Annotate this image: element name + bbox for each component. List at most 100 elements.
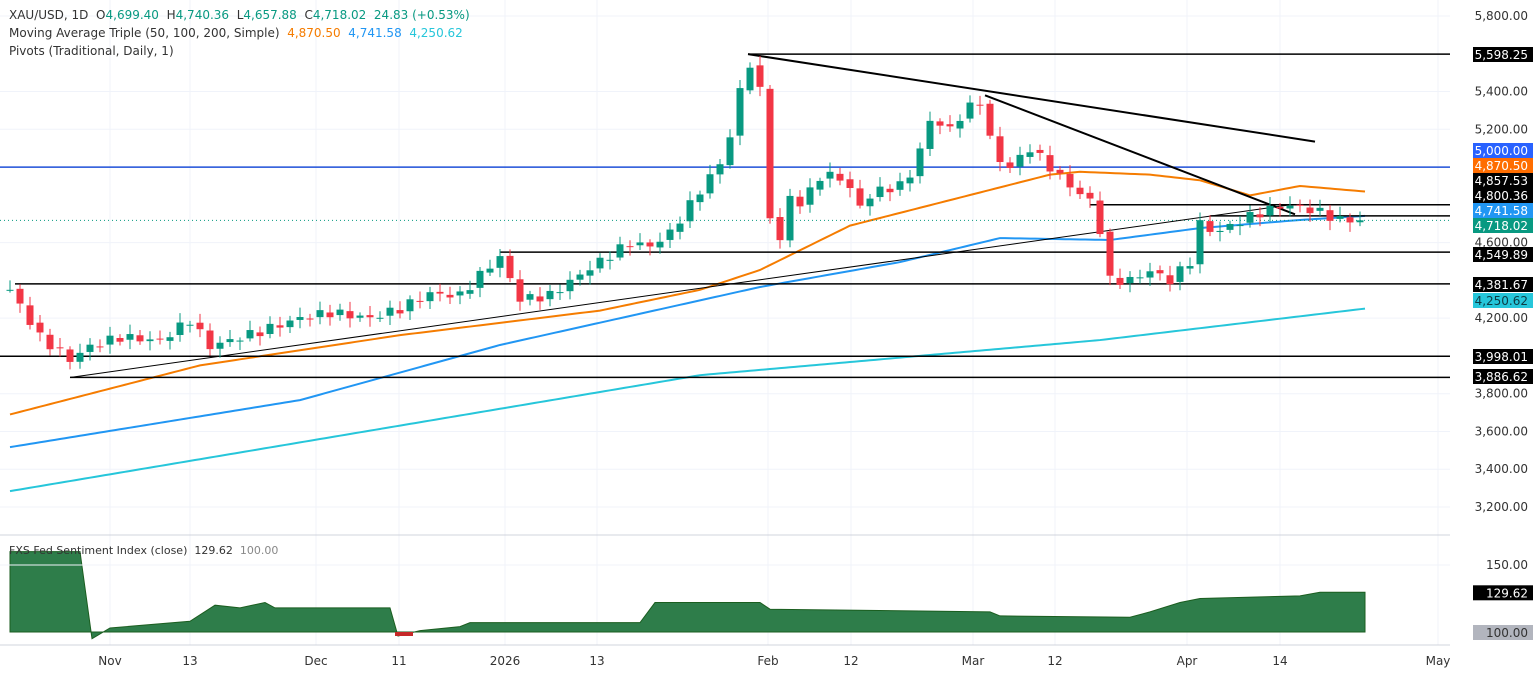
candle-body (426, 292, 434, 302)
price-label-badge (1473, 188, 1533, 203)
price-label: 4,741.58 (1475, 204, 1528, 218)
price-label-badge (1473, 218, 1533, 233)
candle-body (1116, 277, 1124, 285)
price-label: 4,381.67 (1475, 278, 1528, 292)
candle-body (6, 289, 14, 291)
high-value: 4,740.36 (175, 8, 230, 22)
price-label: 4,718.02 (1475, 219, 1528, 233)
candle-body (966, 102, 974, 119)
candle-body (576, 274, 584, 280)
candle-body (1006, 162, 1014, 168)
x-tick-label: 11 (391, 654, 406, 668)
y-tick-label: 4,200.00 (1475, 311, 1528, 325)
candle-body (926, 120, 934, 149)
candle-body (836, 173, 844, 181)
candle-body (1276, 206, 1284, 209)
candle-body (606, 259, 614, 261)
candle-body (1206, 221, 1214, 232)
y-tick-label: 5,800.00 (1475, 9, 1528, 23)
candle-body (1216, 230, 1224, 232)
candle-body (826, 171, 834, 179)
candle-body (856, 188, 864, 206)
ma100-line (9, 214, 1366, 449)
candle-body (266, 323, 274, 335)
pivots-title: Pivots (Traditional, Daily, 1) (9, 44, 174, 58)
candle-body (116, 338, 124, 342)
low-label: L (236, 8, 244, 22)
candle-body (166, 337, 174, 341)
candle-body (76, 352, 84, 362)
candle-body (1136, 277, 1144, 279)
ma50-line (9, 170, 1366, 416)
candle-body (1086, 192, 1094, 199)
candle-body (286, 320, 294, 328)
candle-body (196, 322, 204, 330)
candle-body (596, 257, 604, 269)
candle-body (1176, 266, 1184, 282)
candle-body (66, 349, 74, 362)
candle-body (1106, 231, 1114, 276)
close-value: 4,718.02 (312, 8, 367, 22)
sentiment-value-badge (1473, 585, 1533, 601)
x-tick-label: 12 (843, 654, 858, 668)
candle-body (906, 177, 914, 184)
trend-line (984, 94, 1296, 216)
candle-body (626, 246, 634, 248)
sentiment-legend[interactable]: FXS Fed Sentiment Index (close) 129.62 1… (9, 544, 278, 557)
high-label: H (166, 8, 176, 22)
candle-body (586, 270, 594, 276)
candle-body (756, 65, 764, 87)
candle-body (56, 347, 64, 349)
candle-body (546, 290, 554, 300)
candle-body (226, 339, 234, 343)
candle-body (536, 296, 544, 302)
sentiment-ref: 100.00 (239, 544, 279, 557)
candle-body (1026, 152, 1034, 157)
candle-body (1186, 266, 1194, 269)
close-label: C (304, 8, 313, 22)
candle-body (986, 103, 994, 136)
candle-body (1306, 207, 1314, 214)
sentiment-area (9, 551, 1366, 640)
candle-body (916, 148, 924, 177)
candle-body (246, 330, 254, 339)
candle-body (656, 241, 664, 248)
price-label: 4,870.50 (1475, 159, 1528, 173)
ma100-value: 4,741.58 (348, 26, 402, 40)
sentiment-value-label: 129.62 (1486, 586, 1528, 600)
candle-body (236, 340, 244, 342)
pivots-row[interactable]: Pivots (Traditional, Daily, 1) (9, 42, 470, 60)
low-value: 4,657.88 (243, 8, 297, 22)
candle-body (816, 180, 824, 190)
candle-body (1326, 210, 1334, 221)
candle-body (706, 174, 714, 194)
candle-body (476, 270, 484, 288)
y-tick-label: 3,400.00 (1475, 462, 1528, 476)
ohlc-row: XAU/USD, 1D O4,699.40 H4,740.36 L4,657.8… (9, 6, 470, 24)
sentiment-tick-label: 150.00 (1486, 558, 1528, 572)
candle-body (686, 200, 694, 222)
candle-body (46, 334, 54, 350)
price-label-badge (1473, 143, 1533, 158)
symbol[interactable]: XAU/USD, 1D (9, 8, 89, 22)
open-label: O (96, 8, 106, 22)
candle-body (566, 279, 574, 292)
candle-body (1356, 220, 1364, 223)
candle-body (786, 195, 794, 241)
candle-body (556, 292, 564, 294)
ma-row[interactable]: Moving Average Triple (50, 100, 200, Sim… (9, 24, 470, 42)
candle-body (86, 344, 94, 352)
candle-body (896, 181, 904, 190)
candle-body (106, 335, 114, 345)
price-label: 4,250.62 (1475, 294, 1528, 308)
y-tick-label: 4,600.00 (1475, 236, 1528, 250)
ma50-value: 4,870.50 (287, 26, 341, 40)
sentiment-ref-badge (1473, 625, 1533, 640)
y-tick-label: 3,200.00 (1475, 500, 1528, 514)
ma200-value: 4,250.62 (409, 26, 463, 40)
x-tick-label: 12 (1047, 654, 1062, 668)
candle-body (1266, 205, 1274, 216)
candle-body (1346, 217, 1354, 223)
y-tick-label: 3,600.00 (1475, 424, 1528, 438)
